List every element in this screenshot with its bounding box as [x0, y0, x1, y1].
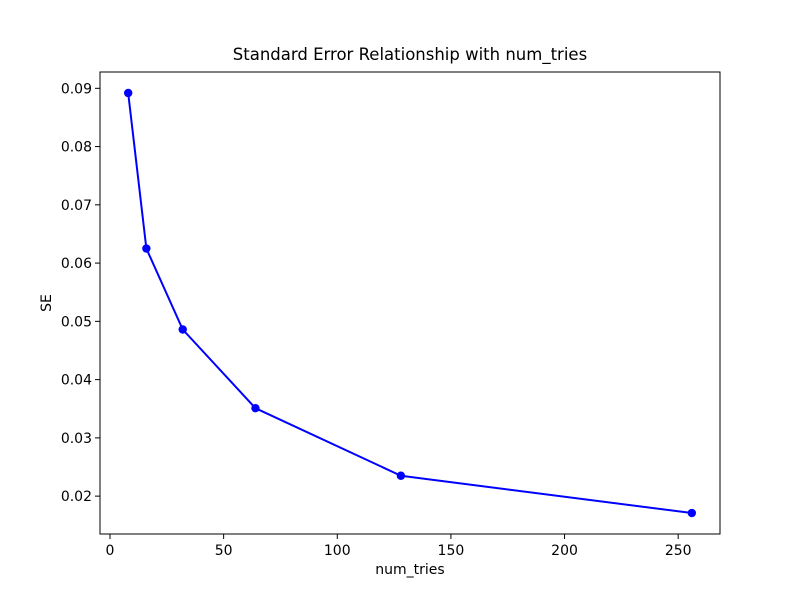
y-tick-label: 0.06 — [61, 256, 92, 272]
y-tick-label: 0.07 — [61, 198, 92, 214]
y-tick-label: 0.05 — [61, 314, 92, 330]
data-point — [123, 88, 133, 98]
data-point — [142, 244, 151, 253]
data-point — [178, 325, 187, 334]
x-tick-label: 50 — [215, 543, 233, 559]
data-line — [127, 91, 693, 515]
x-tick-label: 250 — [665, 543, 692, 559]
data-point — [687, 508, 697, 518]
y-tick-label: 0.02 — [61, 489, 92, 505]
chart-title: Standard Error Relationship with num_tri… — [232, 45, 588, 64]
x-tick-label: 0 — [106, 543, 115, 559]
x-tick-label: 200 — [551, 543, 578, 559]
x-tick-label: 100 — [324, 543, 351, 559]
plot-border — [99, 71, 721, 535]
data-point — [396, 471, 406, 480]
data-point — [251, 403, 260, 413]
x-axis-label: num_tries — [375, 562, 445, 578]
y-tick-label: 0.09 — [61, 81, 92, 97]
x-tick-label: 150 — [438, 543, 465, 559]
y-tick-label: 0.04 — [61, 373, 92, 389]
y-tick-label: 0.08 — [61, 140, 92, 156]
y-axis-label: SE — [39, 294, 55, 312]
y-tick-label: 0.03 — [61, 431, 92, 447]
